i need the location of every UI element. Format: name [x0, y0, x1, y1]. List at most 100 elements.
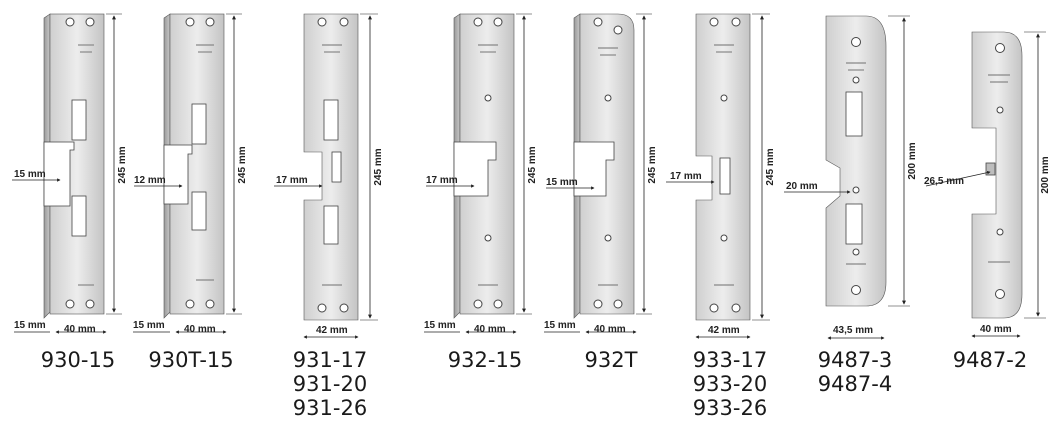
offset-dimension: 15 mm — [14, 169, 46, 180]
height-dimension: 245 mm — [527, 146, 538, 183]
model-label-group: 9487-2 — [940, 348, 1040, 372]
height-dimension: 245 mm — [237, 146, 248, 183]
model-label: 932-15 — [447, 348, 523, 372]
offset-dimension: 17 mm — [670, 171, 702, 182]
latch-cutout — [163, 144, 193, 205]
offset-dimension: 15 mm — [546, 177, 578, 188]
screw-hole — [317, 17, 327, 27]
width-dimension: 40 mm — [64, 324, 96, 335]
screw-hole — [996, 106, 1004, 114]
bolt-hole — [323, 99, 339, 141]
width-dimension: 42 mm — [316, 325, 348, 336]
plate-931: 245 mm 17 mm 42 mm — [274, 13, 384, 339]
offset-dimension-line — [925, 170, 991, 187]
screw-hole — [613, 299, 623, 309]
plate-body — [303, 13, 359, 321]
screw-hole — [85, 299, 95, 309]
screw-hole — [484, 234, 492, 242]
plate-933: 245 mm 17 mm 42 mm — [666, 13, 776, 339]
screw-hole — [493, 17, 503, 27]
width-dimension: 40 mm — [184, 324, 216, 335]
height-dimension: 200 mm — [1040, 156, 1051, 193]
screw-hole — [709, 17, 719, 27]
plate-9487-2: 200 mm 26,5 mm 40 mm — [924, 31, 1051, 338]
screw-hole — [205, 299, 215, 309]
latch-cutout — [573, 141, 615, 197]
screw-hole — [995, 289, 1005, 299]
screw-hole — [731, 17, 741, 27]
latch-cutout — [453, 141, 497, 197]
plate-932T: 245 mm 15 mm 40 mm 15 mm — [544, 13, 658, 335]
screw-hole — [613, 25, 623, 35]
offset-dimension: 17 mm — [276, 175, 308, 186]
screw-hole — [65, 299, 75, 309]
screw-hole — [995, 43, 1005, 53]
flange-dimension: 15 mm — [14, 320, 46, 331]
offset-dimension: 26,5 mm — [924, 176, 964, 187]
model-label: 930T-15 — [148, 348, 234, 372]
screw-hole — [731, 303, 741, 313]
plate-932-15: 245 mm 17 mm 40 mm 15 mm — [424, 13, 538, 335]
screw-hole — [473, 17, 483, 27]
screw-hole — [851, 37, 861, 47]
plate-body — [579, 13, 635, 315]
height-dimension: 245 mm — [373, 148, 384, 185]
screw-hole — [593, 17, 603, 27]
bolt-hole — [71, 195, 87, 237]
offset-dimension: 17 mm — [426, 175, 458, 186]
model-label: 931-17 — [292, 348, 368, 372]
plate-body — [825, 15, 887, 307]
flange-dimension: 15 mm — [544, 320, 576, 331]
screw-hole — [604, 94, 612, 102]
model-label: 9487-4 — [817, 372, 893, 396]
width-dimension: 43,5 mm — [833, 325, 873, 336]
screw-hole — [851, 285, 861, 295]
width-dimension: 40 mm — [980, 324, 1012, 335]
model-label-group: 933-17 933-20 933-26 — [680, 348, 780, 420]
screw-hole — [85, 17, 95, 27]
model-label-group: 932-15 — [435, 348, 535, 372]
screw-hole — [852, 248, 860, 256]
model-label: 931-20 — [292, 372, 368, 396]
height-dimension: 245 mm — [117, 146, 128, 183]
screw-hole — [339, 303, 349, 313]
plate-9487-3: 200 mm 20 mm 43,5 mm — [784, 15, 918, 340]
screw-hole — [339, 17, 349, 27]
screw-hole — [593, 299, 603, 309]
model-label-group: 930T-15 — [136, 348, 246, 372]
model-label: 930-15 — [40, 348, 116, 372]
offset-dimension: 12 mm — [134, 175, 166, 186]
screw-hole — [996, 228, 1004, 236]
model-label-group: 930-15 — [28, 348, 128, 372]
model-label-group: 9487-3 9487-4 — [805, 348, 905, 396]
screw-hole — [852, 76, 860, 84]
model-label: 933-20 — [692, 372, 768, 396]
flange-dimension: 15 mm — [133, 320, 165, 331]
width-dimension: 40 mm — [474, 324, 506, 335]
plate-930T-15: 245 mm 12 mm 40 mm 15 mm — [133, 13, 248, 335]
latch-hole — [719, 157, 731, 195]
model-label: 932T — [584, 348, 638, 372]
bolt-hole — [323, 205, 339, 245]
screw-hole — [205, 17, 215, 27]
bolt-hole — [191, 103, 207, 145]
screw-hole — [493, 299, 503, 309]
model-label: 931-26 — [292, 396, 368, 420]
offset-dimension: 20 mm — [786, 181, 818, 192]
screw-hole — [185, 299, 195, 309]
flange-dimension: 15 mm — [424, 320, 456, 331]
latch-keeper — [985, 162, 996, 176]
bolt-hole — [845, 203, 863, 245]
model-label: 9487-3 — [817, 348, 893, 372]
latch-hole — [331, 151, 342, 183]
screw-hole — [473, 299, 483, 309]
screw-hole — [852, 186, 860, 194]
screw-hole — [484, 94, 492, 102]
height-dimension: 200 mm — [907, 142, 918, 179]
width-dimension: 40 mm — [594, 324, 626, 335]
bolt-hole — [845, 91, 863, 137]
plate-930-15: 245 mm 15 mm 40 mm 15 mm — [12, 13, 128, 335]
screw-hole — [317, 303, 327, 313]
latch-cutout — [43, 141, 75, 207]
